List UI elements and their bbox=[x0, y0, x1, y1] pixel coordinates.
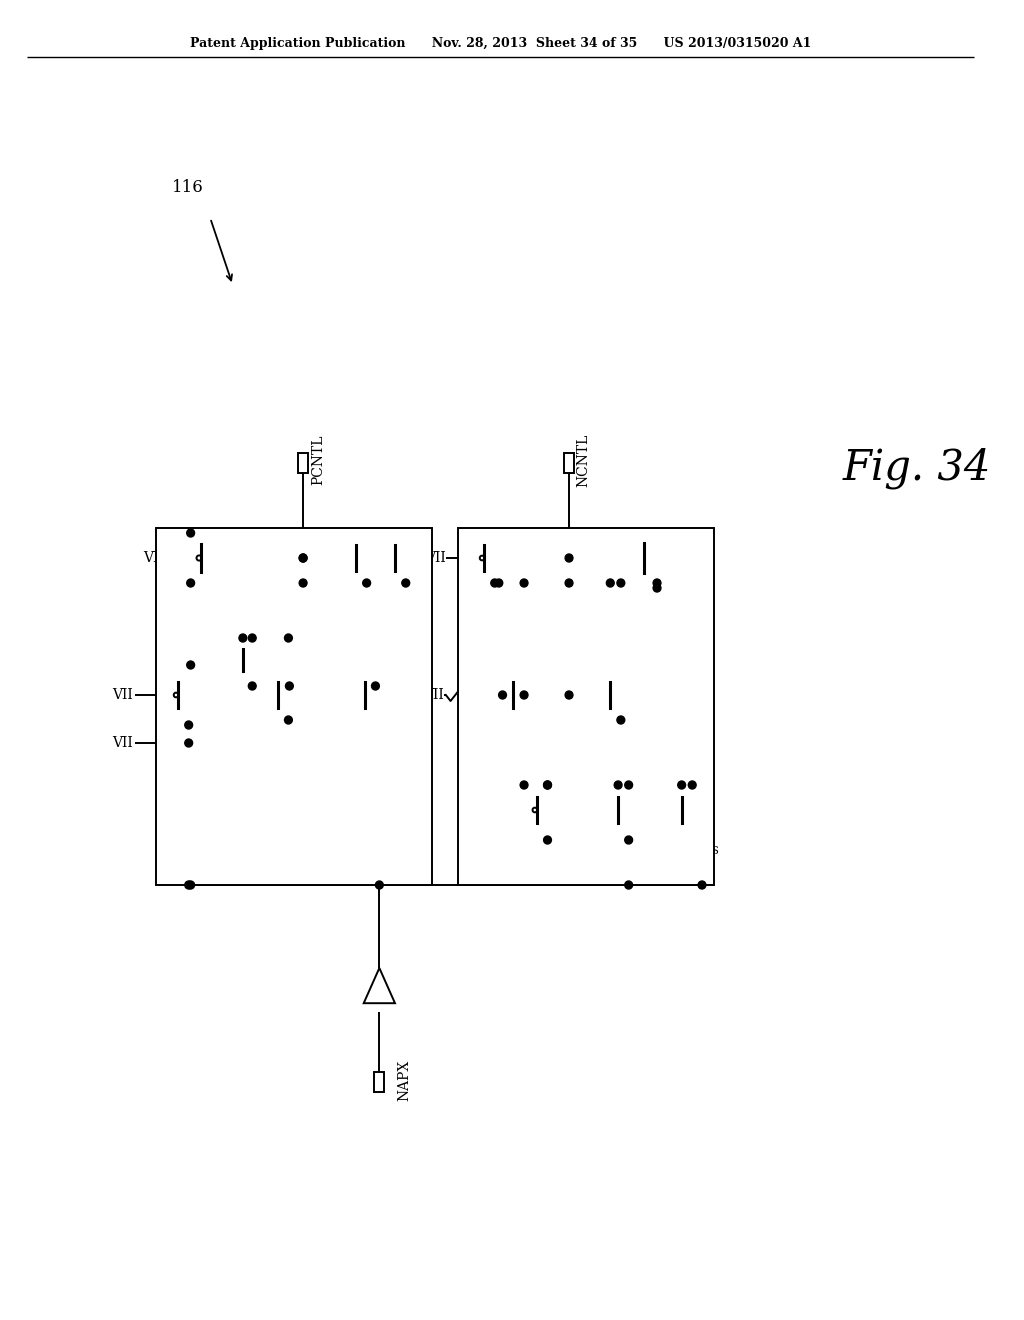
Text: VSS: VSS bbox=[625, 726, 648, 737]
Bar bbox=[298, 453, 308, 473]
Circle shape bbox=[184, 739, 193, 747]
Circle shape bbox=[401, 579, 410, 587]
Circle shape bbox=[285, 715, 292, 723]
Text: VII: VII bbox=[113, 737, 133, 750]
Circle shape bbox=[286, 682, 293, 690]
Circle shape bbox=[239, 634, 247, 642]
Circle shape bbox=[362, 579, 371, 587]
Circle shape bbox=[299, 554, 307, 562]
Text: VII: VII bbox=[468, 803, 488, 817]
Circle shape bbox=[565, 554, 573, 562]
Text: PCNTL: PCNTL bbox=[311, 434, 325, 486]
Circle shape bbox=[520, 781, 528, 789]
Circle shape bbox=[565, 690, 573, 700]
Circle shape bbox=[299, 579, 307, 587]
Circle shape bbox=[544, 781, 552, 789]
Text: VII: VII bbox=[143, 550, 164, 565]
Circle shape bbox=[186, 579, 195, 587]
Circle shape bbox=[184, 880, 193, 888]
Circle shape bbox=[249, 634, 256, 642]
Bar bbox=[630, 531, 674, 586]
Circle shape bbox=[249, 682, 256, 690]
Circle shape bbox=[616, 715, 625, 723]
Bar bbox=[375, 1072, 384, 1092]
Circle shape bbox=[520, 690, 528, 700]
Text: NCNTL: NCNTL bbox=[577, 433, 591, 487]
Circle shape bbox=[614, 781, 622, 789]
Text: VSS: VSS bbox=[379, 726, 402, 737]
Circle shape bbox=[186, 880, 195, 888]
Text: 116: 116 bbox=[172, 180, 204, 197]
Circle shape bbox=[678, 781, 686, 789]
Circle shape bbox=[544, 781, 552, 789]
Circle shape bbox=[625, 781, 633, 789]
Circle shape bbox=[616, 579, 625, 587]
Text: VII: VII bbox=[425, 550, 445, 565]
Circle shape bbox=[606, 579, 614, 587]
Circle shape bbox=[186, 661, 195, 669]
Text: VSS: VSS bbox=[660, 594, 684, 605]
Bar bbox=[157, 528, 432, 884]
Bar bbox=[564, 453, 573, 473]
Circle shape bbox=[688, 781, 696, 789]
Circle shape bbox=[653, 583, 660, 591]
Circle shape bbox=[625, 880, 633, 888]
Circle shape bbox=[653, 579, 660, 587]
Text: VII: VII bbox=[423, 688, 443, 702]
Circle shape bbox=[544, 836, 552, 843]
Circle shape bbox=[625, 836, 633, 843]
Circle shape bbox=[376, 880, 383, 888]
Text: Patent Application Publication      Nov. 28, 2013  Sheet 34 of 35      US 2013/0: Patent Application Publication Nov. 28, … bbox=[189, 37, 811, 49]
Circle shape bbox=[698, 880, 706, 888]
Circle shape bbox=[372, 682, 379, 690]
Circle shape bbox=[520, 579, 528, 587]
Bar bbox=[458, 528, 714, 884]
Circle shape bbox=[499, 690, 507, 700]
Circle shape bbox=[285, 634, 292, 642]
Text: VSS: VSS bbox=[410, 599, 433, 609]
Circle shape bbox=[299, 554, 307, 562]
Circle shape bbox=[184, 721, 193, 729]
Text: NAPX: NAPX bbox=[397, 1060, 411, 1101]
Circle shape bbox=[565, 579, 573, 587]
Circle shape bbox=[495, 579, 503, 587]
Text: VSS: VSS bbox=[696, 846, 719, 855]
Text: VSS: VSS bbox=[256, 686, 280, 697]
Text: Fig. 34: Fig. 34 bbox=[843, 447, 991, 488]
Circle shape bbox=[186, 529, 195, 537]
Bar bbox=[469, 532, 511, 583]
Bar bbox=[185, 531, 230, 586]
Text: VSS: VSS bbox=[371, 589, 393, 599]
Circle shape bbox=[490, 579, 499, 587]
Text: VII: VII bbox=[113, 688, 133, 702]
